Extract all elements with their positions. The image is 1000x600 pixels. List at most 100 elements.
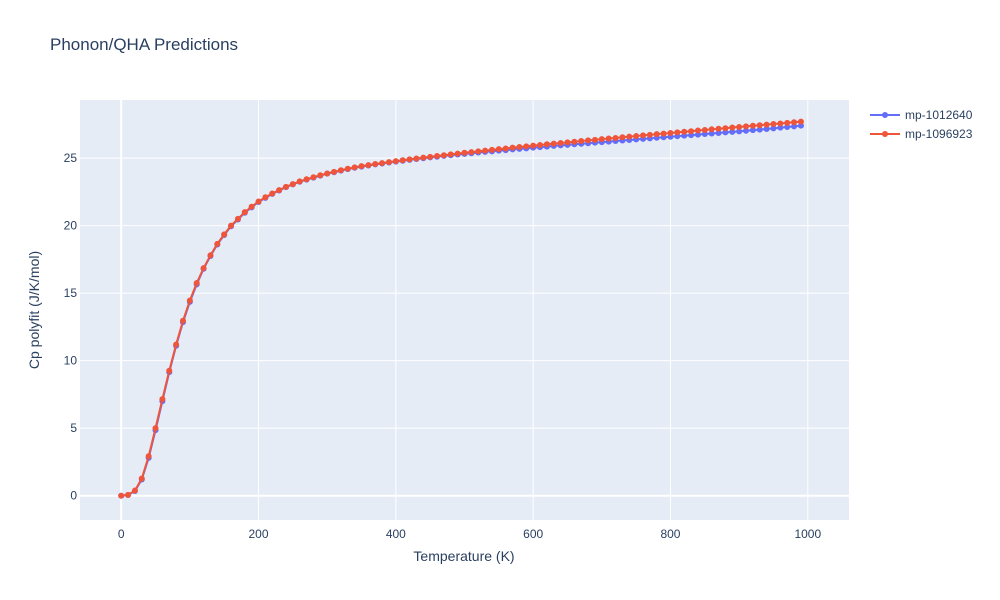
data-point bbox=[166, 367, 173, 374]
data-point bbox=[791, 119, 798, 126]
x-tick-label: 600 bbox=[523, 527, 543, 541]
data-point bbox=[413, 155, 420, 162]
legend-swatch-marker bbox=[882, 131, 888, 137]
data-point bbox=[269, 190, 276, 197]
legend-item-mp-1096923[interactable]: mp-1096923 bbox=[870, 127, 973, 141]
data-point bbox=[530, 142, 537, 149]
legend-label: mp-1096923 bbox=[905, 127, 973, 141]
data-point bbox=[207, 252, 214, 259]
data-point bbox=[653, 131, 660, 138]
data-point bbox=[633, 133, 640, 140]
x-tick-label: 800 bbox=[660, 527, 680, 541]
data-point bbox=[138, 475, 145, 482]
data-point bbox=[715, 125, 722, 132]
data-point bbox=[351, 164, 358, 171]
data-point bbox=[564, 139, 571, 146]
plot-area bbox=[80, 100, 849, 520]
data-point bbox=[228, 222, 235, 229]
legend[interactable]: mp-1012640 mp-1096923 bbox=[870, 108, 973, 141]
data-point bbox=[598, 136, 605, 143]
data-point bbox=[667, 129, 674, 136]
data-point bbox=[482, 147, 489, 154]
grid bbox=[80, 100, 849, 520]
data-point bbox=[145, 453, 152, 460]
data-point bbox=[159, 396, 166, 403]
data-point bbox=[296, 178, 303, 185]
data-point bbox=[440, 152, 447, 159]
data-point bbox=[612, 134, 619, 141]
x-tick-label: 0 bbox=[118, 527, 125, 541]
y-tick-label: 10 bbox=[64, 354, 78, 368]
data-point bbox=[578, 138, 585, 145]
y-tick-label: 5 bbox=[70, 421, 77, 435]
data-point bbox=[543, 141, 550, 148]
data-point bbox=[358, 163, 365, 170]
data-point bbox=[221, 231, 228, 238]
series-layer bbox=[118, 118, 804, 499]
data-point bbox=[131, 487, 138, 494]
data-point bbox=[193, 279, 200, 286]
data-point bbox=[722, 125, 729, 132]
data-point bbox=[200, 265, 207, 272]
data-point bbox=[248, 203, 255, 210]
data-point bbox=[331, 168, 338, 175]
data-point bbox=[708, 130, 715, 137]
data-point bbox=[420, 154, 427, 161]
y-tick-labels: 0 5 10 15 20 25 bbox=[64, 151, 78, 503]
data-point bbox=[571, 138, 578, 145]
data-point bbox=[770, 125, 777, 132]
data-point bbox=[461, 149, 468, 156]
legend-swatch-marker bbox=[882, 112, 888, 118]
y-tick-label: 0 bbox=[70, 489, 77, 503]
legend-item-mp-1012640[interactable]: mp-1012640 bbox=[870, 108, 973, 122]
data-point bbox=[660, 130, 667, 137]
data-point bbox=[495, 146, 502, 153]
data-point bbox=[241, 209, 248, 216]
data-point bbox=[743, 127, 750, 134]
data-point bbox=[736, 128, 743, 135]
data-point bbox=[379, 160, 386, 167]
data-point bbox=[585, 137, 592, 144]
legend-label: mp-1012640 bbox=[905, 108, 973, 122]
data-point bbox=[282, 183, 289, 190]
data-point bbox=[365, 162, 372, 169]
data-point bbox=[502, 145, 509, 152]
data-point bbox=[591, 136, 598, 143]
data-point bbox=[152, 425, 159, 432]
data-point bbox=[385, 159, 392, 166]
series-line bbox=[121, 120, 802, 497]
x-tick-label: 400 bbox=[386, 527, 406, 541]
y-tick-label: 25 bbox=[64, 151, 78, 165]
data-point bbox=[523, 143, 530, 150]
data-point bbox=[276, 187, 283, 194]
data-point bbox=[516, 144, 523, 150]
data-point bbox=[454, 150, 461, 157]
data-point bbox=[392, 158, 399, 165]
data-point bbox=[406, 156, 413, 163]
data-point bbox=[557, 139, 564, 146]
data-point bbox=[118, 492, 125, 499]
data-point bbox=[756, 126, 763, 133]
data-point bbox=[784, 124, 791, 131]
x-tick-label: 200 bbox=[249, 527, 269, 541]
data-point bbox=[784, 119, 791, 126]
series-mp-1096923 bbox=[118, 118, 804, 499]
y-tick-label: 20 bbox=[64, 219, 78, 233]
data-point bbox=[701, 126, 708, 133]
data-point bbox=[749, 122, 756, 129]
data-point bbox=[640, 132, 647, 139]
data-point bbox=[509, 144, 516, 151]
chart-title: Phonon/QHA Predictions bbox=[50, 35, 238, 54]
y-axis-title: Cp polyfit (J/K/mol) bbox=[26, 251, 42, 369]
data-point bbox=[310, 174, 317, 181]
data-point bbox=[372, 161, 379, 168]
data-point bbox=[303, 176, 310, 183]
data-point bbox=[447, 151, 454, 158]
data-point bbox=[619, 134, 626, 141]
data-point bbox=[749, 127, 756, 134]
data-point bbox=[337, 167, 344, 174]
data-point bbox=[605, 135, 612, 142]
data-point bbox=[255, 198, 262, 205]
